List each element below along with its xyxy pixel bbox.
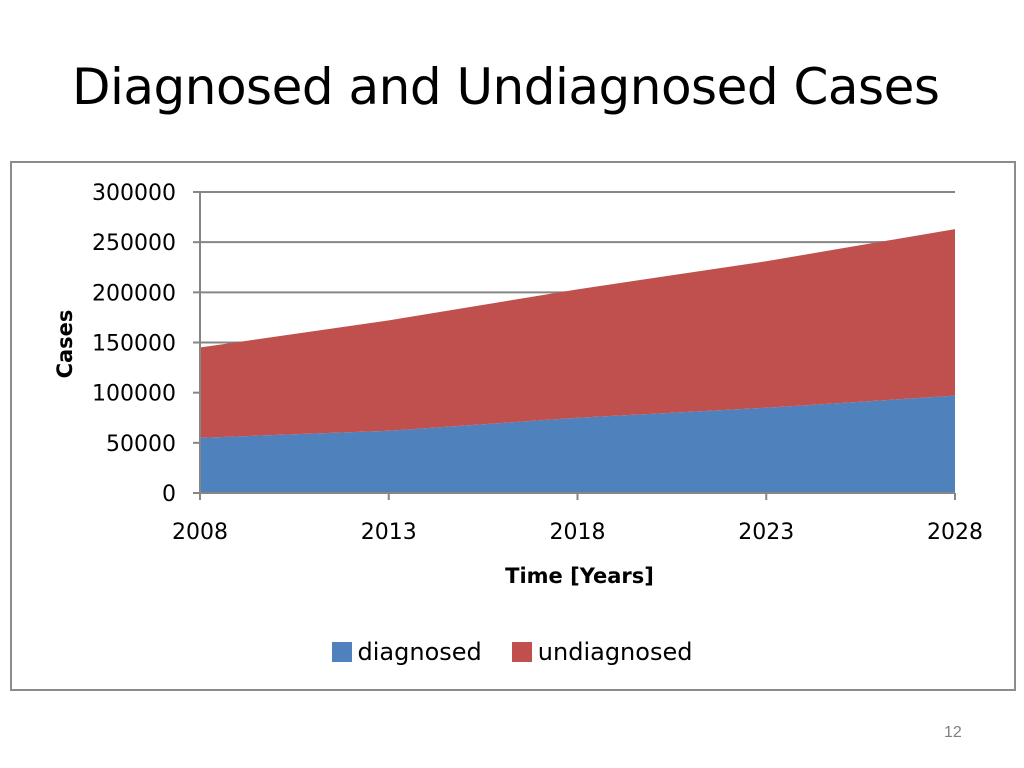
y-tick-label: 150000 <box>92 332 176 357</box>
slide-title: Diagnosed and Undiagnosed Cases <box>72 58 940 116</box>
x-tick-label: 2028 <box>927 520 983 545</box>
x-tick-label: 2013 <box>361 520 417 545</box>
y-tick-label: 50000 <box>106 432 176 457</box>
y-tick-label: 0 <box>162 482 176 507</box>
legend-swatch-diagnosed <box>331 642 352 662</box>
x-axis-title: Time [Years] <box>505 564 654 588</box>
legend-item-diagnosed: diagnosed <box>331 638 482 666</box>
legend-label-undiagnosed: undiagnosed <box>537 638 693 666</box>
plot-areas <box>200 229 955 493</box>
y-tick-label: 300000 <box>92 181 176 206</box>
y-tick-label: 250000 <box>92 231 176 256</box>
y-axis-title: Cases <box>53 310 77 379</box>
axes <box>193 191 956 500</box>
page-number: 12 <box>944 724 962 741</box>
legend-label-diagnosed: diagnosed <box>357 638 482 666</box>
x-tick-label: 2008 <box>172 520 228 545</box>
area-diagnosed <box>200 395 955 493</box>
x-tick-label: 2023 <box>738 520 794 545</box>
legend-item-undiagnosed: undiagnosed <box>511 638 693 666</box>
axis-labels: 0 50000 100000 150000 200000 250000 300000 2008… <box>53 181 983 588</box>
area-undiagnosed <box>200 229 955 438</box>
x-tick-label: 2018 <box>550 520 606 545</box>
y-tick-label: 200000 <box>92 281 176 306</box>
chart-legend: diagnosed undiagnosed <box>0 638 1024 666</box>
y-tick-label: 100000 <box>92 382 176 407</box>
legend-swatch-undiagnosed <box>511 642 532 662</box>
